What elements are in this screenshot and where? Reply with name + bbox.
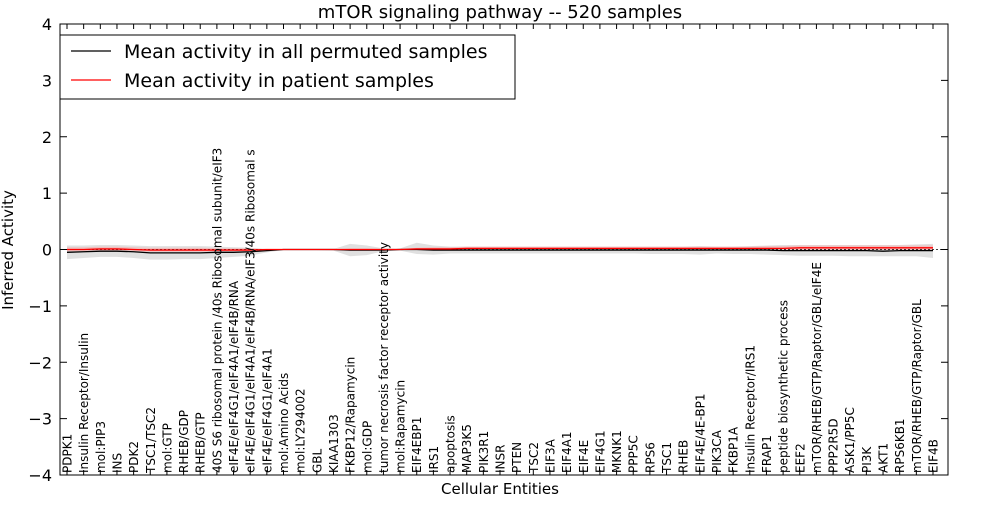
x-tick-label: EIF4G1 — [593, 430, 607, 473]
x-tick-label: peptide biosynthetic process — [777, 300, 791, 473]
y-tick-label: −2 — [28, 353, 52, 372]
x-tick-label: Insulin Receptor/IRS1 — [743, 345, 757, 473]
legend: Mean activity in all permuted samples Me… — [59, 34, 516, 100]
x-tick-label: PDK2 — [127, 441, 141, 473]
x-tick-label: mTOR/RHEB/GTP/Raptor/GBL — [910, 299, 924, 473]
x-tick-label: RHEB/GTP — [194, 412, 208, 473]
x-tick-label: PDPK1 — [61, 434, 75, 473]
x-tick-label: RHEB — [677, 440, 691, 473]
y-axis-label: Inferred Activity — [0, 190, 17, 310]
x-tick-label: FKBP1A — [727, 426, 741, 473]
x-tick-label: FRAP1 — [760, 435, 774, 473]
series-line-1 — [67, 247, 933, 251]
x-tick-label: AKT1 — [877, 443, 891, 473]
x-tick-label: apoptosis — [444, 415, 458, 473]
x-tick-label: tumor necrosis factor receptor activity — [377, 242, 391, 473]
x-tick-label: MAP3K5 — [460, 424, 474, 473]
x-tick-label: EIF4A1 — [560, 431, 574, 473]
x-tick-label: EIF4E — [577, 440, 591, 473]
x-tick-label: TSC1 — [660, 442, 674, 474]
x-ticks: PDPK1 Insulin Receptor/Insulin mol:PIP3 INS… — [61, 24, 941, 475]
x-tick-label: EIF4E/4E-BP1 — [693, 393, 707, 473]
x-tick-label: mol:Rapamycin — [394, 380, 408, 473]
y-tick-label: −3 — [28, 410, 52, 429]
x-tick-label: GBL — [310, 448, 324, 473]
y-tick-label: 3 — [42, 71, 52, 90]
x-tick-label: TSC2 — [527, 442, 541, 474]
y-tick-label: 1 — [42, 184, 52, 203]
x-tick-label: PTEN — [510, 442, 524, 473]
band-0 — [67, 242, 933, 260]
x-tick-label: PPP2R5D — [827, 418, 841, 473]
x-tick-label: PI3K — [860, 446, 874, 473]
x-tick-label: mol:LY294002 — [294, 388, 308, 473]
x-tick-label: MKNK1 — [610, 430, 624, 473]
x-tick-label: IRS1 — [427, 446, 441, 473]
x-tick-label: eIF4E/eIF4G1/eIF4A1/eIF4B/RNA — [227, 280, 241, 473]
x-tick-label: KIAA1303 — [327, 414, 341, 473]
y-tick-label: 2 — [42, 128, 52, 147]
x-tick-label: INSR — [494, 445, 508, 473]
x-tick-label: PIK3CA — [710, 429, 724, 473]
x-tick-label: EIF4B — [927, 439, 941, 473]
x-tick-label: mTOR/RHEB/GTP/Raptor/GBL/eIF4E — [810, 262, 824, 473]
series-line-0 — [66, 248, 933, 254]
x-tick-label: INS — [110, 453, 124, 473]
plot-frame — [59, 23, 949, 476]
x-tick-label: Insulin Receptor/Insulin — [77, 333, 91, 473]
x-tick-label: PIK3R1 — [477, 431, 491, 473]
legend-label-patient: Mean activity in patient samples — [124, 70, 434, 92]
series-lines — [66, 247, 933, 254]
x-tick-label: mol:PIP3 — [94, 421, 108, 473]
x-tick-label: ASK1/PP5C — [843, 407, 857, 473]
x-tick-label: 40S S6 ribosomal protein /40s Ribosomal … — [210, 148, 224, 473]
y-tick-label: 0 — [42, 241, 52, 260]
x-tick-label: EIF4EBP1 — [410, 417, 424, 473]
x-tick-label: RPS6KB1 — [893, 418, 907, 473]
x-tick-label: FKBP12/Rapamycin — [344, 357, 358, 473]
x-tick-label: TSC1/TSC2 — [144, 407, 158, 474]
legend-box — [59, 34, 516, 100]
x-tick-label: eIF4E/eIF4G1/eIF4A1/eIF4B/RNA/eIF3/40s R… — [244, 149, 258, 473]
x-tick-label: RPS6 — [643, 442, 657, 473]
chart-title: mTOR signaling pathway -- 520 samples — [318, 2, 682, 23]
x-tick-label: PPP5C — [627, 435, 641, 473]
x-tick-label: mol:GTP — [160, 423, 174, 473]
y-tick-label: 4 — [42, 15, 52, 34]
legend-label-permuted: Mean activity in all permuted samples — [124, 41, 487, 63]
x-tick-label: eIF4E/eIF4G1/eIF4A1 — [260, 348, 274, 473]
x-axis-label: Cellular Entities — [441, 480, 559, 498]
y-tick-label: −4 — [28, 466, 52, 485]
x-tick-label: EEF2 — [793, 443, 807, 473]
y-tick-label: −1 — [28, 297, 52, 316]
x-tick-label: RHEB/GDP — [177, 410, 191, 473]
x-tick-label: mol:GDP — [360, 421, 374, 473]
x-tick-label: mol:Amino Acids — [277, 373, 291, 473]
x-tick-label: EIF3A — [543, 438, 557, 473]
